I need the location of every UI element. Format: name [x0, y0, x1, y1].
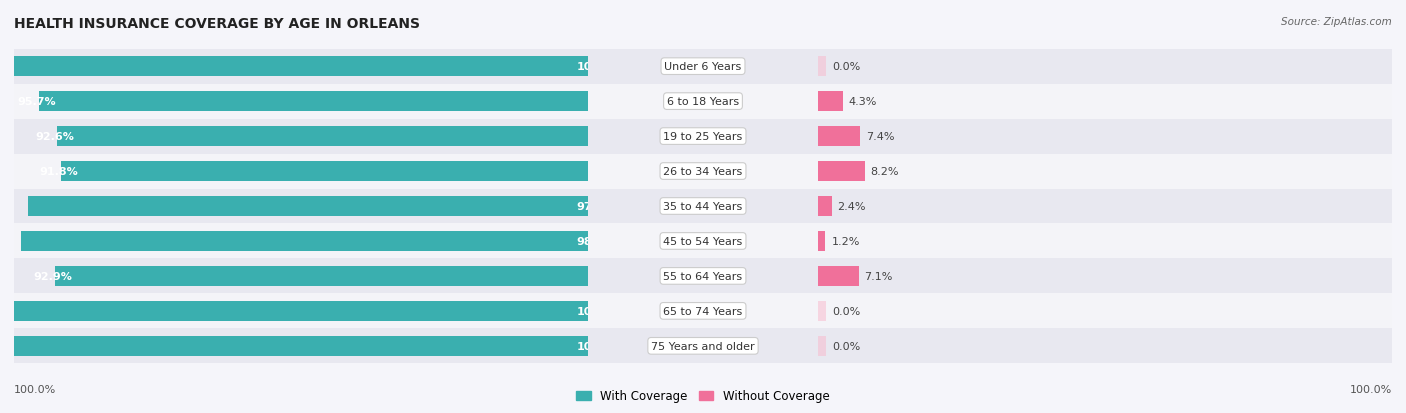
Bar [0, 154, 1406, 189]
Bar [818, 301, 827, 321]
Bar [14, 57, 588, 77]
Bar [818, 336, 827, 356]
Text: 7.4%: 7.4% [866, 132, 894, 142]
Bar [0, 294, 1406, 329]
Text: 0.0%: 0.0% [832, 341, 860, 351]
Text: 0.0%: 0.0% [832, 306, 860, 316]
Bar [818, 231, 825, 252]
Bar [0, 50, 1406, 84]
Bar [0, 329, 1406, 363]
Bar [0, 189, 1406, 224]
Bar [14, 301, 588, 321]
Bar [0, 259, 1406, 294]
Text: 92.6%: 92.6% [35, 132, 73, 142]
Bar [0, 294, 1406, 329]
Bar [0, 294, 1406, 329]
Bar [0, 50, 1406, 84]
Bar [0, 259, 1406, 294]
Text: Under 6 Years: Under 6 Years [665, 62, 741, 72]
Bar [0, 154, 1406, 189]
Bar [0, 50, 1406, 84]
Bar [818, 92, 842, 112]
Bar [0, 84, 1406, 119]
Text: 26 to 34 Years: 26 to 34 Years [664, 166, 742, 177]
Text: 100.0%: 100.0% [576, 341, 623, 351]
Bar [818, 57, 827, 77]
Text: 8.2%: 8.2% [870, 166, 900, 177]
Text: HEALTH INSURANCE COVERAGE BY AGE IN ORLEANS: HEALTH INSURANCE COVERAGE BY AGE IN ORLE… [14, 17, 420, 31]
Bar [28, 197, 588, 216]
Bar [21, 231, 588, 252]
Bar [0, 119, 1406, 154]
Text: 97.6%: 97.6% [576, 202, 616, 211]
Bar [60, 161, 588, 182]
Text: 7.1%: 7.1% [865, 271, 893, 281]
Legend: With Coverage, Without Coverage: With Coverage, Without Coverage [572, 385, 834, 407]
Text: 4.3%: 4.3% [848, 97, 876, 107]
Text: 0.0%: 0.0% [832, 62, 860, 72]
Text: 2.4%: 2.4% [838, 202, 866, 211]
Text: 35 to 44 Years: 35 to 44 Years [664, 202, 742, 211]
Bar [818, 161, 865, 182]
Text: 1.2%: 1.2% [832, 236, 860, 247]
Text: 95.7%: 95.7% [17, 97, 56, 107]
Text: 100.0%: 100.0% [576, 306, 623, 316]
Bar [0, 84, 1406, 119]
Bar [818, 127, 860, 147]
Text: Source: ZipAtlas.com: Source: ZipAtlas.com [1281, 17, 1392, 26]
Text: 100.0%: 100.0% [14, 384, 56, 394]
Text: 92.9%: 92.9% [34, 271, 72, 281]
Bar [0, 119, 1406, 154]
Text: 65 to 74 Years: 65 to 74 Years [664, 306, 742, 316]
Bar [14, 336, 588, 356]
Text: 98.8%: 98.8% [576, 236, 616, 247]
Bar [0, 84, 1406, 119]
Bar [0, 329, 1406, 363]
Bar [56, 127, 588, 147]
Bar [818, 266, 859, 286]
Bar [0, 224, 1406, 259]
Text: 91.8%: 91.8% [39, 166, 79, 177]
Bar [0, 154, 1406, 189]
Text: 45 to 54 Years: 45 to 54 Years [664, 236, 742, 247]
Bar [818, 197, 831, 216]
Bar [0, 189, 1406, 224]
Bar [0, 259, 1406, 294]
Text: 75 Years and older: 75 Years and older [651, 341, 755, 351]
Text: 6 to 18 Years: 6 to 18 Years [666, 97, 740, 107]
Bar [0, 119, 1406, 154]
Bar [0, 224, 1406, 259]
Bar [0, 224, 1406, 259]
Text: 100.0%: 100.0% [1350, 384, 1392, 394]
Bar [0, 189, 1406, 224]
Text: 55 to 64 Years: 55 to 64 Years [664, 271, 742, 281]
Bar [55, 266, 588, 286]
Text: 19 to 25 Years: 19 to 25 Years [664, 132, 742, 142]
Text: 100.0%: 100.0% [576, 62, 623, 72]
Bar [0, 329, 1406, 363]
Bar [39, 92, 588, 112]
